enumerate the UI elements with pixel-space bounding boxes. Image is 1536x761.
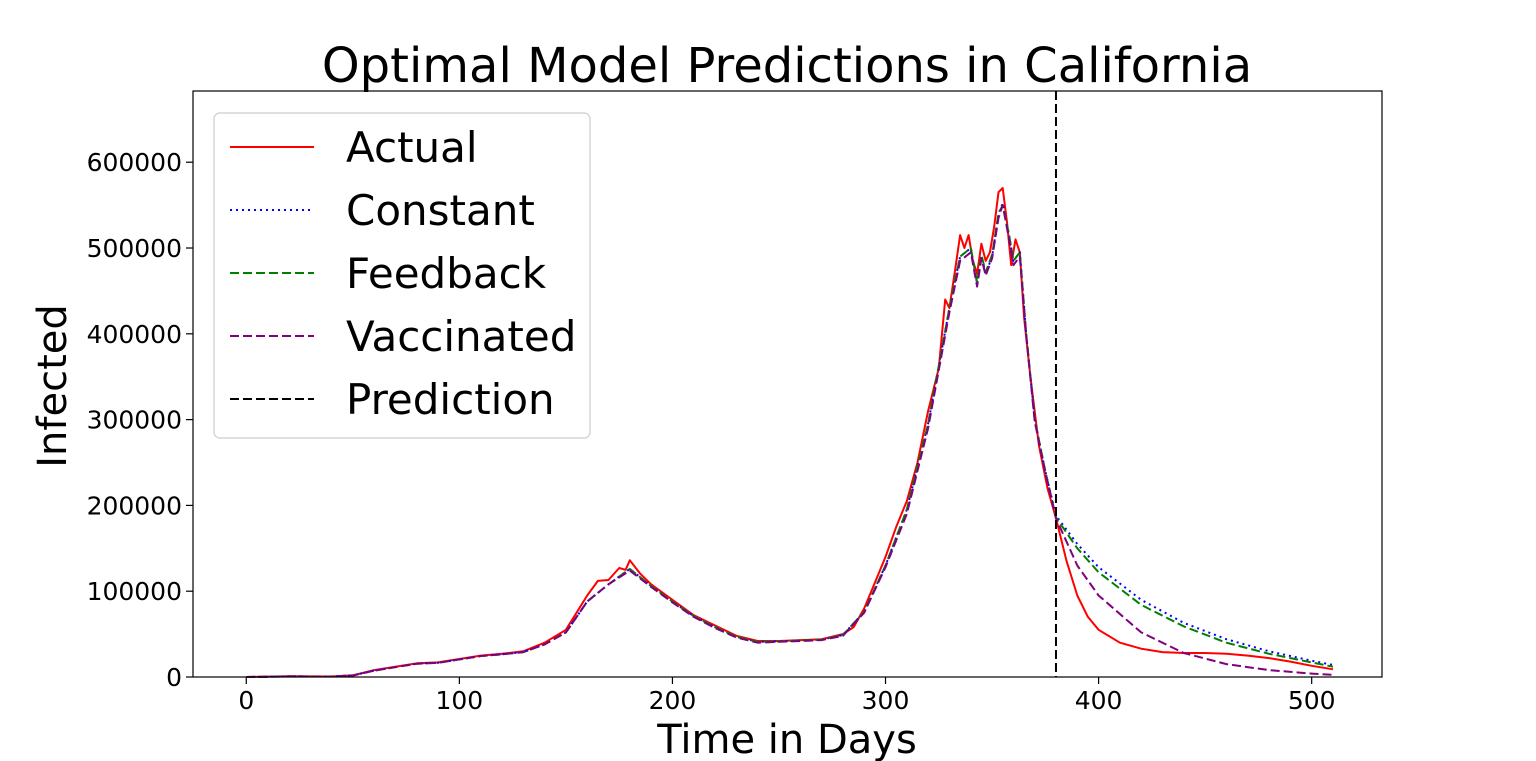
legend-label-actual: Actual	[346, 123, 478, 172]
x-tick-label: 300	[862, 686, 910, 715]
y-tick-label: 100000	[87, 577, 182, 606]
legend-label-prediction: Prediction	[346, 375, 555, 424]
plot-area	[246, 91, 1334, 678]
x-tick-label: 100	[435, 686, 483, 715]
series-line-vaccinated	[246, 204, 1334, 678]
x-axis: 0 100 200 300 400 500	[238, 677, 1336, 715]
y-axis: 0 100000 200000 300000 400000 500000 600000	[87, 148, 193, 692]
y-tick-label: 300000	[87, 406, 182, 435]
legend-label-constant: Constant	[346, 186, 535, 235]
y-tick-label: 400000	[87, 320, 182, 349]
legend-frame	[213, 112, 591, 439]
legend-label-vaccinated: Vaccinated	[346, 312, 576, 361]
legend-label-feedback: Feedback	[346, 249, 547, 298]
x-axis-label: Time in Days	[656, 717, 917, 761]
y-tick-label: 600000	[87, 148, 182, 177]
y-axis-label: Infected	[30, 304, 76, 468]
legend: Actual Constant Feedback Vaccinated Predicti…	[213, 112, 591, 439]
plot-frame	[192, 90, 1383, 678]
x-tick-label: 500	[1288, 686, 1336, 715]
chart-title: Optimal Model Predictions in California	[322, 38, 1252, 94]
y-tick-label: 0	[166, 663, 182, 692]
x-tick-label: 0	[238, 686, 254, 715]
x-tick-label: 400	[1075, 686, 1123, 715]
y-tick-label: 200000	[87, 491, 182, 520]
x-tick-label: 200	[649, 686, 697, 715]
y-tick-label: 500000	[87, 234, 182, 263]
